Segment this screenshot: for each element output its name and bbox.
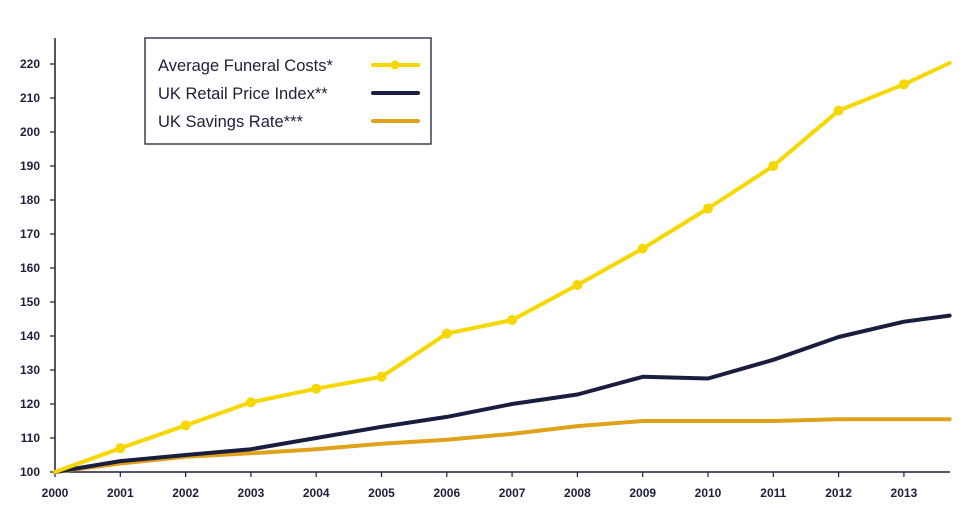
x-tick-label: 2010 — [695, 486, 722, 500]
data-point — [311, 383, 322, 394]
data-point — [572, 280, 583, 290]
y-tick-label: 140 — [20, 329, 40, 343]
legend-marker — [390, 60, 400, 70]
y-tick-label: 110 — [21, 431, 41, 445]
data-point — [637, 243, 648, 254]
x-tick-label: 2013 — [891, 486, 918, 500]
series-lines — [53, 61, 952, 474]
data-point — [115, 443, 126, 454]
x-tick-label: 2011 — [760, 486, 786, 500]
series-line-1 — [53, 313, 952, 474]
y-tick-label: 130 — [20, 363, 40, 377]
x-tick-label: 2003 — [238, 486, 265, 500]
x-tick-label: 2005 — [368, 486, 395, 500]
x-tick-label: 2007 — [499, 486, 526, 500]
x-tick-label: 2004 — [303, 486, 330, 500]
x-tick-label: 2002 — [172, 486, 199, 500]
x-tick-label: 2006 — [433, 486, 460, 500]
legend-label: Average Funeral Costs* — [158, 57, 333, 75]
data-point — [833, 105, 844, 116]
y-tick-label: 170 — [20, 227, 40, 241]
x-tick-label: 2001 — [107, 486, 134, 500]
x-tick-label: 2008 — [564, 486, 591, 500]
y-tick-label: 200 — [20, 125, 40, 139]
data-point — [898, 79, 909, 90]
y-tick-label: 220 — [20, 57, 40, 71]
data-point — [441, 328, 452, 339]
legend: Average Funeral Costs* UK Retail Price In… — [144, 37, 432, 145]
data-point — [703, 203, 713, 214]
y-tick-label: 150 — [20, 295, 40, 309]
y-tick-label: 210 — [20, 91, 40, 105]
data-point — [507, 315, 518, 326]
y-tick-label: 100 — [20, 465, 40, 479]
series-line-2 — [53, 417, 952, 474]
x-axis: 2000 2001 2002 2003 2004 2005 2006 2007 2008 2009… — [42, 471, 950, 500]
legend-label: UK Savings Rate*** — [158, 113, 303, 131]
y-tick-label: 160 — [20, 261, 40, 275]
y-tick-label: 190 — [20, 159, 40, 173]
data-point — [245, 397, 256, 408]
y-tick-label: 120 — [20, 397, 40, 411]
y-axis: 100 110 120 130 140 150 160 170 180 190 200 210 220 — [20, 38, 56, 479]
x-tick-label: 2012 — [825, 486, 852, 500]
data-point — [768, 161, 779, 171]
legend-label: UK Retail Price Index** — [158, 85, 328, 103]
data-point — [180, 420, 191, 431]
y-tick-label: 180 — [20, 193, 40, 207]
x-tick-label: 2009 — [629, 486, 656, 500]
x-tick-label: 2000 — [42, 486, 69, 500]
data-point — [376, 371, 387, 382]
